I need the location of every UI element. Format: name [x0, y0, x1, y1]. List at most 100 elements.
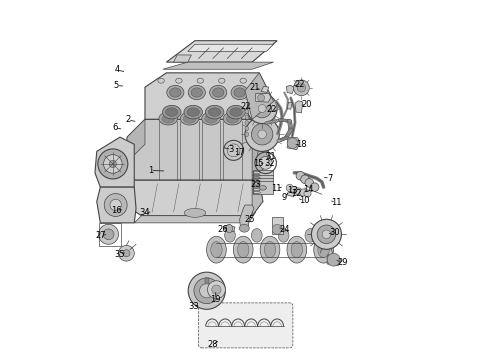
Ellipse shape [291, 242, 302, 258]
Circle shape [304, 190, 311, 197]
Ellipse shape [280, 119, 284, 122]
Ellipse shape [265, 121, 270, 124]
Circle shape [199, 284, 214, 298]
Ellipse shape [281, 138, 285, 140]
Polygon shape [256, 94, 270, 102]
Circle shape [286, 184, 293, 192]
Ellipse shape [239, 224, 249, 232]
Circle shape [123, 249, 130, 257]
Text: 13: 13 [287, 186, 297, 195]
Ellipse shape [205, 114, 218, 123]
Circle shape [291, 186, 298, 194]
Ellipse shape [245, 126, 248, 131]
Text: 17: 17 [234, 148, 245, 157]
Ellipse shape [287, 131, 292, 134]
Ellipse shape [259, 185, 267, 190]
Circle shape [253, 99, 271, 118]
Ellipse shape [208, 108, 221, 116]
Ellipse shape [277, 119, 281, 122]
Text: 19: 19 [211, 295, 221, 304]
Ellipse shape [234, 88, 245, 97]
Ellipse shape [240, 78, 246, 83]
Circle shape [272, 224, 282, 234]
Polygon shape [127, 119, 145, 162]
Ellipse shape [284, 136, 288, 139]
Text: 22: 22 [267, 105, 277, 114]
Polygon shape [167, 41, 277, 62]
Circle shape [259, 157, 272, 169]
Ellipse shape [238, 242, 249, 258]
Polygon shape [327, 255, 342, 266]
Ellipse shape [187, 108, 199, 116]
Ellipse shape [285, 134, 290, 137]
Ellipse shape [281, 119, 285, 122]
Ellipse shape [278, 229, 289, 242]
Text: 4: 4 [115, 66, 120, 75]
Ellipse shape [176, 78, 182, 83]
Text: 31: 31 [266, 152, 276, 161]
Polygon shape [188, 44, 273, 51]
Ellipse shape [288, 120, 292, 122]
Text: 24: 24 [280, 225, 290, 234]
Text: 35: 35 [114, 250, 124, 259]
Ellipse shape [230, 108, 243, 116]
Text: 11: 11 [331, 198, 342, 207]
Polygon shape [287, 191, 294, 197]
Ellipse shape [213, 88, 224, 97]
Ellipse shape [159, 112, 177, 125]
Ellipse shape [282, 119, 287, 122]
Ellipse shape [180, 112, 199, 125]
Polygon shape [240, 205, 254, 230]
Ellipse shape [166, 108, 178, 116]
Text: 18: 18 [296, 140, 307, 149]
Ellipse shape [277, 139, 281, 142]
Ellipse shape [314, 236, 333, 263]
Text: 25: 25 [244, 215, 254, 224]
Circle shape [297, 84, 306, 92]
Ellipse shape [226, 114, 239, 123]
Ellipse shape [231, 85, 248, 100]
Ellipse shape [279, 139, 283, 141]
Circle shape [322, 230, 331, 239]
Polygon shape [163, 62, 273, 69]
Ellipse shape [288, 130, 292, 132]
Ellipse shape [288, 125, 293, 127]
Ellipse shape [289, 127, 293, 130]
Ellipse shape [224, 229, 235, 242]
Bar [98, 223, 121, 246]
Text: 7: 7 [327, 174, 333, 183]
Ellipse shape [283, 137, 287, 140]
Ellipse shape [285, 119, 289, 122]
Ellipse shape [245, 132, 248, 136]
Circle shape [212, 285, 221, 294]
Ellipse shape [211, 242, 222, 258]
Bar [253, 170, 272, 194]
Polygon shape [252, 119, 270, 180]
FancyBboxPatch shape [198, 303, 293, 348]
Ellipse shape [223, 112, 242, 125]
Polygon shape [287, 102, 292, 109]
Text: 27: 27 [96, 231, 106, 240]
Polygon shape [287, 137, 299, 150]
Ellipse shape [279, 118, 283, 121]
Ellipse shape [251, 229, 262, 242]
Circle shape [98, 224, 119, 244]
Circle shape [109, 160, 117, 167]
Circle shape [258, 130, 267, 139]
Ellipse shape [197, 78, 203, 83]
Ellipse shape [288, 126, 293, 129]
Circle shape [300, 189, 307, 196]
Ellipse shape [245, 115, 248, 120]
Text: 26: 26 [218, 225, 228, 234]
Ellipse shape [284, 136, 288, 139]
Circle shape [327, 253, 340, 266]
Text: 5: 5 [114, 81, 119, 90]
Ellipse shape [289, 129, 293, 131]
Ellipse shape [219, 78, 225, 83]
Circle shape [188, 272, 225, 309]
Polygon shape [145, 73, 273, 119]
Text: 10: 10 [299, 196, 309, 205]
Polygon shape [223, 225, 235, 232]
Ellipse shape [288, 122, 292, 125]
Ellipse shape [282, 137, 286, 140]
